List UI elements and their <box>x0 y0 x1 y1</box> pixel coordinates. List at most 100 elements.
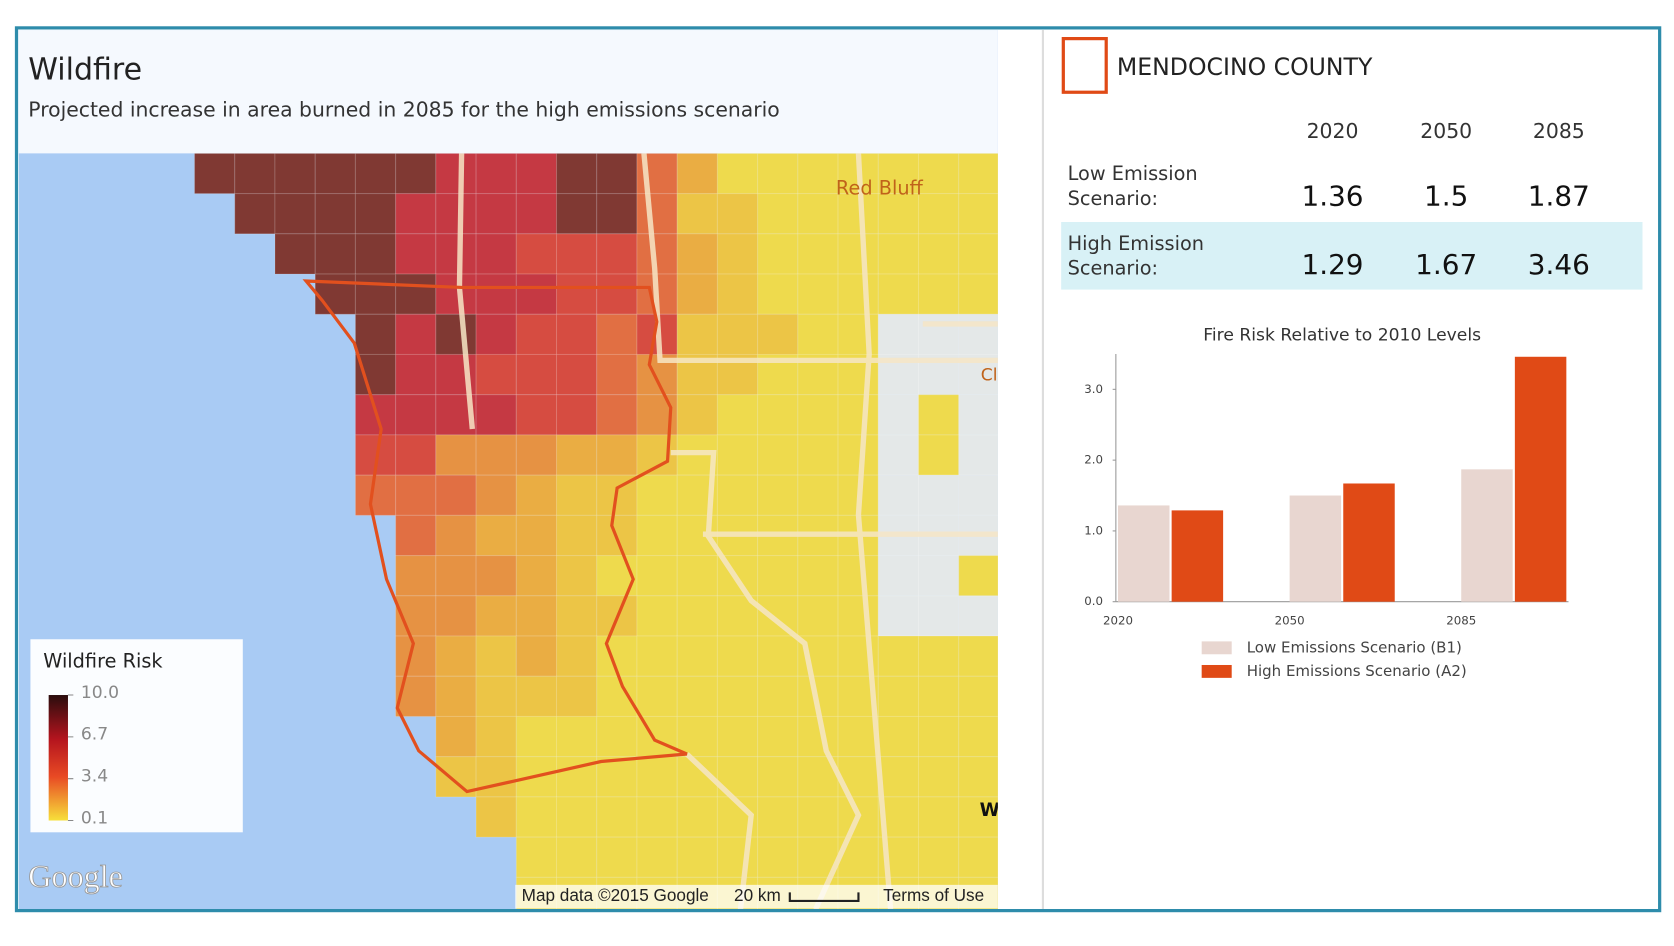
grid-cell <box>515 434 558 476</box>
grid-cell <box>757 193 799 235</box>
grid-cell <box>354 152 397 195</box>
grid-cell <box>435 555 477 597</box>
grid-cell <box>555 555 598 597</box>
column-header: 2085 <box>1533 119 1585 143</box>
grid-cell <box>837 555 879 597</box>
grid-cell <box>958 233 998 275</box>
grid-cell <box>274 193 316 235</box>
y-tick-label: 3.0 <box>1084 382 1103 396</box>
grid-cell <box>958 715 998 758</box>
y-tick-label: 2.0 <box>1084 453 1103 467</box>
row-label: Low Emission Scenario: <box>1067 163 1198 211</box>
x-tick-label: 2020 <box>1103 614 1133 628</box>
grid-cell <box>958 836 998 878</box>
grid-cell <box>515 273 558 315</box>
grid-cell <box>475 555 517 597</box>
grid-cell <box>877 756 920 798</box>
grid-cell <box>555 434 598 476</box>
grid-cell <box>917 434 960 476</box>
grid-cell <box>475 193 517 235</box>
grid-cell <box>716 273 759 315</box>
grid-cell <box>395 434 437 476</box>
grid-cell <box>917 715 960 758</box>
grid-cell <box>797 434 839 476</box>
grid-cell <box>636 756 678 798</box>
bar <box>1289 495 1342 602</box>
grid-cell <box>435 715 477 758</box>
grid-cell <box>555 152 598 195</box>
grid-cell <box>877 675 920 718</box>
chart-title: Fire Risk Relative to 2010 Levels <box>1203 326 1481 346</box>
grid-cell <box>757 394 799 436</box>
grid-cell <box>314 193 356 235</box>
grid-cell <box>716 152 759 195</box>
table-value: 3.46 <box>1528 248 1590 281</box>
grid-cell <box>636 635 678 677</box>
row-label-box: High Emission Scenario: <box>1067 232 1205 280</box>
grid-cell <box>555 273 598 315</box>
table: 2020 2050 2085 1.36 1.5 1.87 1.29 1.67 3.46 <box>1301 119 1589 281</box>
grid-cell <box>797 595 839 637</box>
row-label: High Emission Scenario: <box>1067 232 1205 280</box>
table-value: 1.29 <box>1301 248 1363 281</box>
grid-cell <box>555 635 598 677</box>
attribution: Map data ©2015 Google <box>522 885 709 905</box>
grid-cell <box>475 474 517 516</box>
legend-tick-label: 6.7 <box>81 725 108 745</box>
grid-cell <box>797 313 839 356</box>
grid-cell <box>515 836 558 878</box>
grid-cell <box>395 193 437 235</box>
grid-cell <box>435 434 477 476</box>
grid-cell <box>475 394 517 436</box>
grid-cell <box>917 233 960 275</box>
grid-cell <box>515 193 558 235</box>
grid-cell <box>314 233 356 275</box>
grid-cell <box>475 313 517 356</box>
grid-cell <box>716 474 759 516</box>
attribution-bar <box>515 884 998 909</box>
grid-cell <box>797 555 839 597</box>
grid-cell <box>515 233 558 275</box>
grid-cell <box>837 434 879 476</box>
grid-cell <box>757 715 799 758</box>
grid-cell <box>234 193 276 235</box>
grid-cell <box>757 555 799 597</box>
grid-cell <box>354 474 397 516</box>
grid-cell <box>877 233 920 275</box>
grid-cell <box>596 836 638 878</box>
grid-cell <box>475 514 517 557</box>
grid-cell <box>958 635 998 677</box>
legend-ticks: 10.0 6.7 3.4 0.1 <box>67 683 119 828</box>
grid-cell <box>757 796 799 838</box>
grid-cell <box>676 715 718 758</box>
grid-cell <box>475 434 517 476</box>
grid-cell <box>877 193 920 235</box>
grid-cell <box>395 313 437 356</box>
grid-cell <box>555 394 598 436</box>
grid-cell <box>515 635 558 677</box>
grid-cell <box>757 836 799 878</box>
table-value: 1.67 <box>1415 248 1477 281</box>
place-label: Red Bluff <box>836 176 924 199</box>
grid-cell <box>716 193 759 235</box>
grid-cell <box>555 836 598 878</box>
table-value: 1.36 <box>1301 179 1363 212</box>
map[interactable]: Wildfire Projected increase in area burn… <box>18 30 1000 918</box>
grid-cell <box>958 796 998 838</box>
grid-cell <box>596 313 638 356</box>
grid-cell <box>515 313 558 356</box>
grid-cell <box>435 474 477 516</box>
grid-cell <box>555 595 598 637</box>
grid-cell <box>354 193 397 235</box>
terms-link[interactable]: Terms of Use <box>883 885 984 905</box>
grid-cell <box>716 836 759 878</box>
grid-cell <box>757 434 799 476</box>
grid-cell <box>435 313 477 356</box>
grid-cell <box>515 353 558 396</box>
grid-cell <box>555 715 598 758</box>
grid-cell <box>515 715 558 758</box>
grid-cell <box>917 152 960 195</box>
table-value: 1.87 <box>1528 179 1590 212</box>
grid-cell <box>515 152 558 195</box>
grid-cell <box>716 434 759 476</box>
